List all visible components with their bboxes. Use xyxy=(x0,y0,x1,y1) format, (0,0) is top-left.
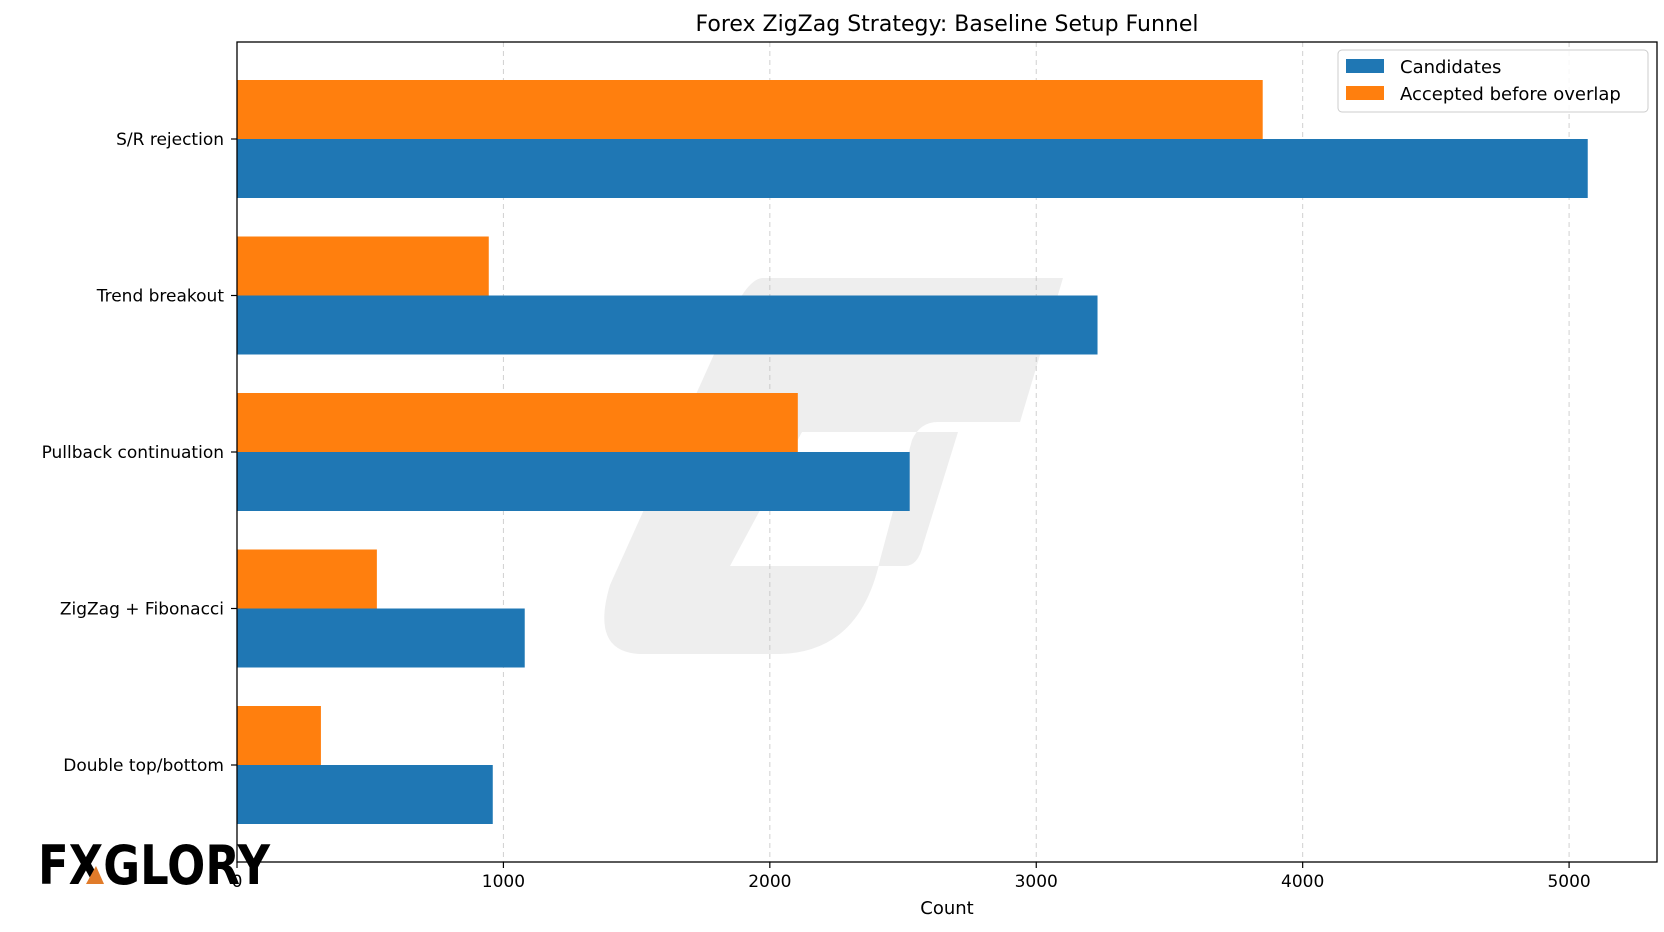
x-tick-label: 0 xyxy=(232,872,243,892)
bar-candidates xyxy=(237,295,1098,355)
legend-swatch-candidates xyxy=(1346,59,1384,73)
bar-accepted xyxy=(237,549,377,609)
fxglory-logo-text: FXGLORY xyxy=(38,834,271,897)
y-tick-label: Double top/bottom xyxy=(63,756,224,776)
bar-accepted xyxy=(237,706,321,765)
legend-label-candidates: Candidates xyxy=(1400,57,1501,78)
bar-candidates xyxy=(237,608,525,668)
legend-box xyxy=(1337,49,1649,113)
legend-label-accepted: Accepted before overlap xyxy=(1400,84,1621,105)
fxglory-logo-accent-icon xyxy=(86,866,104,884)
bar-accepted xyxy=(237,80,1263,139)
bar-accepted xyxy=(237,236,489,296)
watermark-g-icon xyxy=(604,278,1063,654)
bar-candidates xyxy=(237,765,493,824)
x-tick-label: 5000 xyxy=(1547,872,1590,892)
bar-candidates xyxy=(237,452,910,511)
x-tick-label: 2000 xyxy=(748,872,791,892)
legend-swatch-accepted xyxy=(1346,86,1384,100)
x-axis-label: Count xyxy=(920,898,973,919)
fxglory-logo: FXGLORY xyxy=(38,834,271,897)
legend: Candidates Accepted before overlap xyxy=(1337,49,1649,113)
y-axis-ticks: S/R rejection Trend breakout Pullback cont… xyxy=(42,130,237,776)
bar-accepted xyxy=(237,393,798,452)
y-tick-label: ZigZag + Fibonacci xyxy=(60,600,224,620)
x-tick-label: 3000 xyxy=(1015,872,1058,892)
bars xyxy=(237,80,1588,824)
chart-title: Forex ZigZag Strategy: Baseline Setup Fu… xyxy=(695,12,1198,37)
x-axis-ticks: 0 1000 2000 3000 4000 5000 xyxy=(232,862,1591,892)
y-tick-label: S/R rejection xyxy=(116,130,224,150)
y-tick-label: Trend breakout xyxy=(96,287,225,307)
y-tick-label: Pullback continuation xyxy=(42,443,224,463)
x-tick-label: 4000 xyxy=(1281,872,1324,892)
x-tick-label: 1000 xyxy=(482,872,525,892)
bar-candidates xyxy=(237,139,1588,198)
